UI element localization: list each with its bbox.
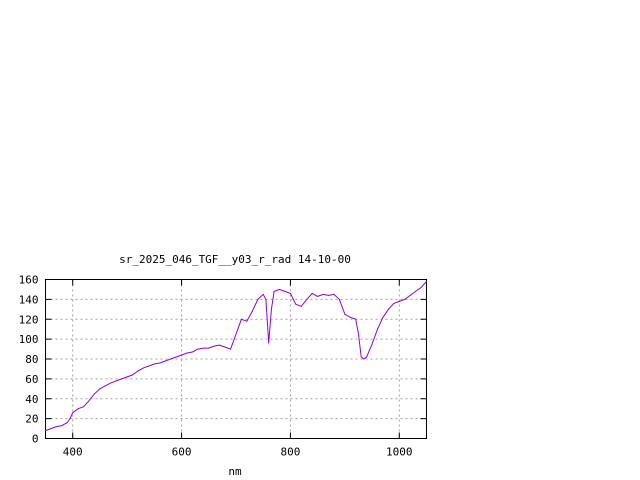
data-point — [415, 290, 417, 292]
data-point — [377, 328, 379, 330]
data-point — [270, 308, 272, 310]
data-point — [393, 302, 395, 304]
y-tick-label: 80 — [25, 353, 38, 366]
y-tick-label: 160 — [19, 274, 39, 287]
y-tick-label: 100 — [19, 333, 39, 346]
data-point — [300, 305, 302, 307]
data-point — [328, 294, 330, 296]
data-point — [251, 310, 253, 312]
x-tick-label: 1000 — [386, 446, 413, 459]
data-point — [45, 430, 46, 432]
data-point — [219, 344, 221, 346]
data-point — [398, 300, 400, 302]
data-point — [175, 356, 177, 358]
data-point — [55, 426, 57, 428]
data-point — [121, 378, 123, 380]
x-tick-label: 400 — [63, 446, 83, 459]
data-point — [159, 362, 161, 364]
y-tick-label: 20 — [25, 413, 38, 426]
data-point — [420, 286, 422, 288]
data-point — [360, 356, 362, 358]
data-point — [50, 428, 52, 430]
chart-title: sr_2025_046_TGF__y03_r_rad 14-10-00 — [119, 253, 351, 266]
data-point — [387, 308, 389, 310]
data-point — [137, 370, 139, 372]
data-point — [186, 352, 188, 354]
data-point — [164, 360, 166, 362]
data-point — [371, 343, 373, 345]
data-point — [69, 418, 71, 420]
data-point — [126, 376, 128, 378]
data-point — [409, 294, 411, 296]
data-point — [273, 290, 275, 292]
data-point — [132, 374, 134, 376]
series-line — [45, 281, 427, 432]
data-point — [404, 298, 406, 300]
data-point — [99, 388, 101, 390]
axis-ticks: 0 20 40 60 80 100 120 140 160 400 600 800 1000 — [19, 274, 427, 459]
data-point — [66, 422, 68, 424]
data-point — [333, 293, 335, 295]
data-point — [338, 298, 340, 300]
data-point — [202, 347, 204, 349]
data-point — [191, 351, 193, 353]
data-point — [322, 293, 324, 295]
data-point — [153, 363, 155, 365]
data-point — [265, 298, 267, 300]
data-point — [349, 316, 351, 318]
y-tick-label: 60 — [25, 373, 38, 386]
data-point — [115, 380, 117, 382]
data-point — [366, 356, 368, 358]
data-point — [295, 303, 297, 305]
data-point — [344, 313, 346, 315]
data-point — [230, 348, 232, 350]
y-tick-label: 120 — [19, 313, 39, 326]
data-point — [311, 292, 313, 294]
data-point — [284, 290, 286, 292]
data-point — [257, 298, 259, 300]
grid-lines — [45, 279, 427, 439]
y-tick-label: 140 — [19, 293, 39, 306]
data-point — [355, 318, 357, 320]
data-point — [240, 318, 242, 320]
data-point — [88, 400, 90, 402]
data-point — [110, 382, 112, 384]
y-tick-label: 0 — [32, 433, 39, 446]
data-point — [363, 358, 365, 360]
data-point — [170, 358, 172, 360]
data-point — [197, 348, 199, 350]
data-point — [306, 298, 308, 300]
data-point — [235, 333, 237, 335]
data-point — [268, 342, 270, 344]
data-point — [317, 295, 319, 297]
data-point — [61, 425, 63, 427]
x-tick-label: 800 — [280, 446, 300, 459]
data-point — [72, 412, 74, 414]
data-point — [262, 293, 264, 295]
data-point — [83, 406, 85, 408]
data-point — [246, 320, 248, 322]
data-point — [93, 393, 95, 395]
data-point — [382, 316, 384, 318]
data-point — [279, 288, 281, 290]
data-point — [148, 365, 150, 367]
data-point — [357, 333, 359, 335]
data-point — [104, 385, 106, 387]
data-point — [181, 354, 183, 356]
plot-frame — [45, 279, 427, 439]
data-point — [208, 347, 210, 349]
data-point — [142, 367, 144, 369]
data-point — [213, 345, 215, 347]
data-point — [289, 292, 291, 294]
data-point — [426, 280, 427, 282]
x-tick-label: 600 — [172, 446, 192, 459]
y-tick-label: 40 — [25, 393, 38, 406]
x-axis-label: nm — [228, 465, 242, 478]
series-points — [45, 280, 427, 432]
data-point — [224, 346, 226, 348]
data-point — [77, 408, 79, 410]
